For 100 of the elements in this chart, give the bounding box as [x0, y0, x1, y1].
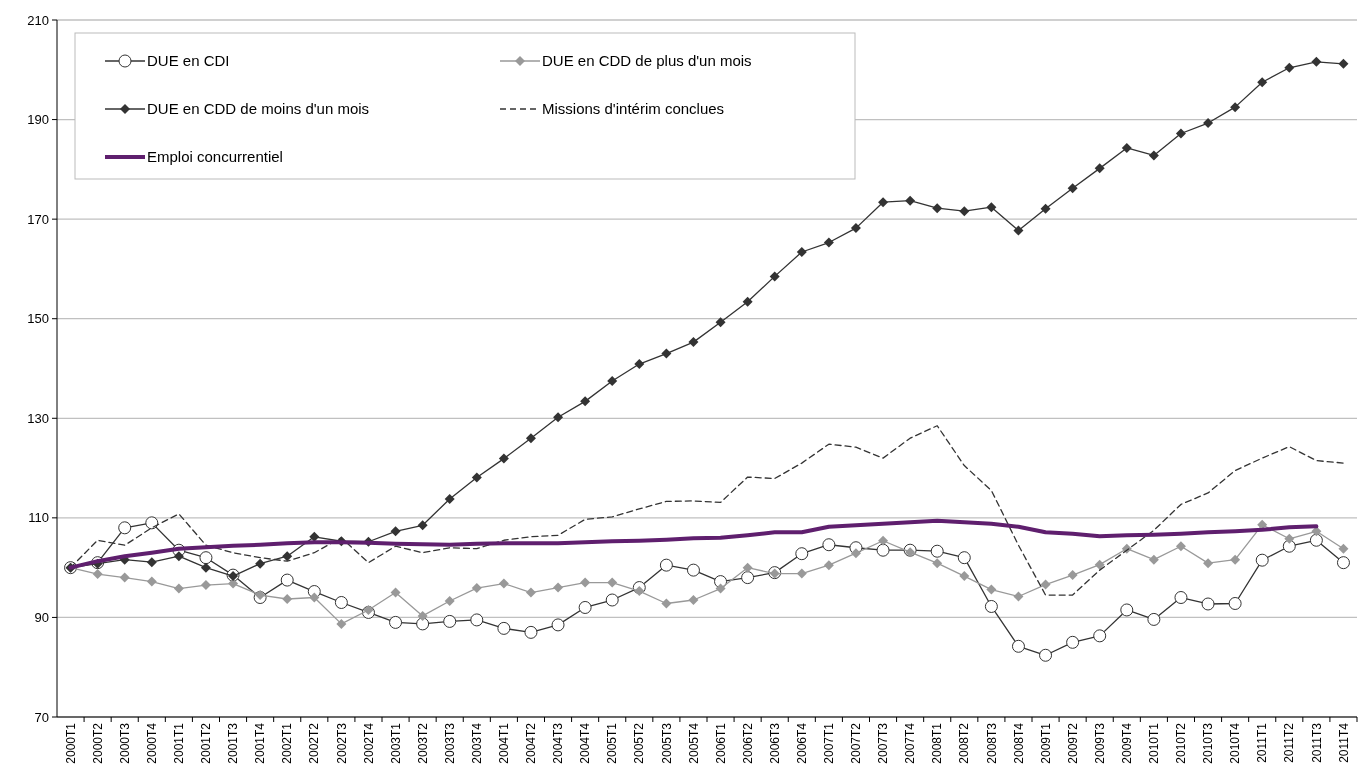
x-tick-label: 2007T1	[822, 722, 837, 764]
point	[282, 551, 293, 562]
legend-label: DUE en CDD de moins d'un mois	[147, 100, 370, 118]
point	[688, 595, 699, 605]
x-tick-label: 2011T1	[1255, 722, 1270, 763]
x-tick-label: 2005T2	[632, 722, 647, 764]
point	[471, 583, 482, 594]
point	[607, 375, 618, 386]
x-tick-label: 2009T3	[1092, 722, 1107, 764]
point	[1255, 553, 1269, 567]
point	[1067, 183, 1078, 194]
point	[580, 396, 591, 407]
point	[1203, 558, 1214, 569]
x-tick-label: 2004T4	[578, 722, 593, 764]
x-tick-label: 2005T3	[659, 722, 674, 764]
point	[524, 625, 538, 639]
x-tick-label: 2011T3	[1309, 722, 1324, 763]
legend-label: Emploi concurrentiel	[147, 148, 283, 166]
point	[334, 595, 348, 609]
point	[1309, 533, 1323, 547]
legend-label: Missions d'intérim conclues	[542, 100, 725, 118]
point	[850, 548, 861, 559]
x-tick-label: 2005T1	[605, 722, 620, 764]
x-tick-label: 2004T1	[497, 722, 512, 764]
x-tick-label: 2001T3	[226, 722, 241, 764]
point	[1013, 591, 1024, 602]
y-tick-label: 170	[27, 211, 49, 227]
point	[742, 296, 753, 307]
point	[1311, 56, 1322, 67]
point	[551, 618, 565, 632]
point	[525, 433, 536, 444]
point	[1147, 612, 1161, 626]
point	[932, 558, 943, 569]
point	[1039, 648, 1053, 662]
point	[661, 348, 672, 359]
point	[795, 547, 809, 561]
point	[715, 583, 726, 594]
point	[417, 520, 428, 531]
point	[686, 563, 700, 577]
y-tick-label: 130	[27, 410, 49, 426]
x-tick-label: 2006T1	[713, 722, 728, 764]
point	[1067, 570, 1078, 581]
x-tick-label: 2008T3	[984, 722, 999, 764]
point	[309, 592, 320, 603]
y-tick-label: 70	[34, 709, 49, 725]
point	[145, 516, 159, 530]
point	[986, 202, 997, 213]
point	[957, 551, 971, 565]
point	[1175, 541, 1186, 552]
point	[741, 571, 755, 585]
point	[498, 453, 509, 464]
point	[1094, 559, 1105, 570]
y-tick-label: 210	[27, 12, 49, 28]
point	[634, 586, 645, 597]
point	[389, 615, 403, 629]
point	[498, 578, 509, 589]
point	[605, 593, 619, 607]
point	[1228, 596, 1242, 610]
point	[822, 538, 836, 552]
point	[607, 577, 618, 588]
x-tick-label: 2001T1	[172, 722, 187, 764]
point	[363, 604, 374, 615]
point	[1066, 635, 1080, 649]
x-tick-label: 2000T1	[63, 722, 78, 764]
point	[444, 596, 455, 606]
point	[1011, 639, 1025, 653]
point	[553, 412, 564, 423]
point	[199, 551, 213, 565]
point	[444, 493, 455, 504]
point	[850, 223, 861, 234]
x-tick-label: 2004T3	[551, 722, 566, 764]
point	[255, 558, 266, 569]
x-tick-label: 2006T3	[767, 722, 782, 764]
x-tick-label: 2006T4	[794, 722, 809, 764]
point	[173, 583, 184, 594]
point	[1093, 629, 1107, 643]
point	[578, 600, 592, 614]
y-tick-label: 190	[27, 112, 49, 128]
point	[92, 569, 103, 580]
point	[497, 621, 511, 635]
point	[796, 247, 807, 257]
point	[309, 531, 320, 542]
x-tick-label: 2005T4	[686, 722, 701, 764]
point	[905, 547, 916, 558]
point	[280, 573, 294, 587]
point	[878, 535, 889, 546]
point	[959, 571, 970, 582]
point	[823, 560, 834, 571]
point	[1148, 150, 1159, 161]
y-tick-label: 110	[28, 510, 49, 526]
x-tick-label: 2007T3	[876, 722, 891, 764]
x-tick-label: 2001T4	[253, 722, 268, 764]
point	[1013, 225, 1024, 236]
x-tick-label: 2009T1	[1038, 722, 1053, 764]
point	[525, 587, 536, 598]
point	[796, 568, 807, 579]
point	[228, 578, 239, 589]
point	[932, 203, 943, 214]
y-tick-label: 90	[34, 609, 49, 625]
x-tick-label: 2002T3	[334, 722, 349, 764]
